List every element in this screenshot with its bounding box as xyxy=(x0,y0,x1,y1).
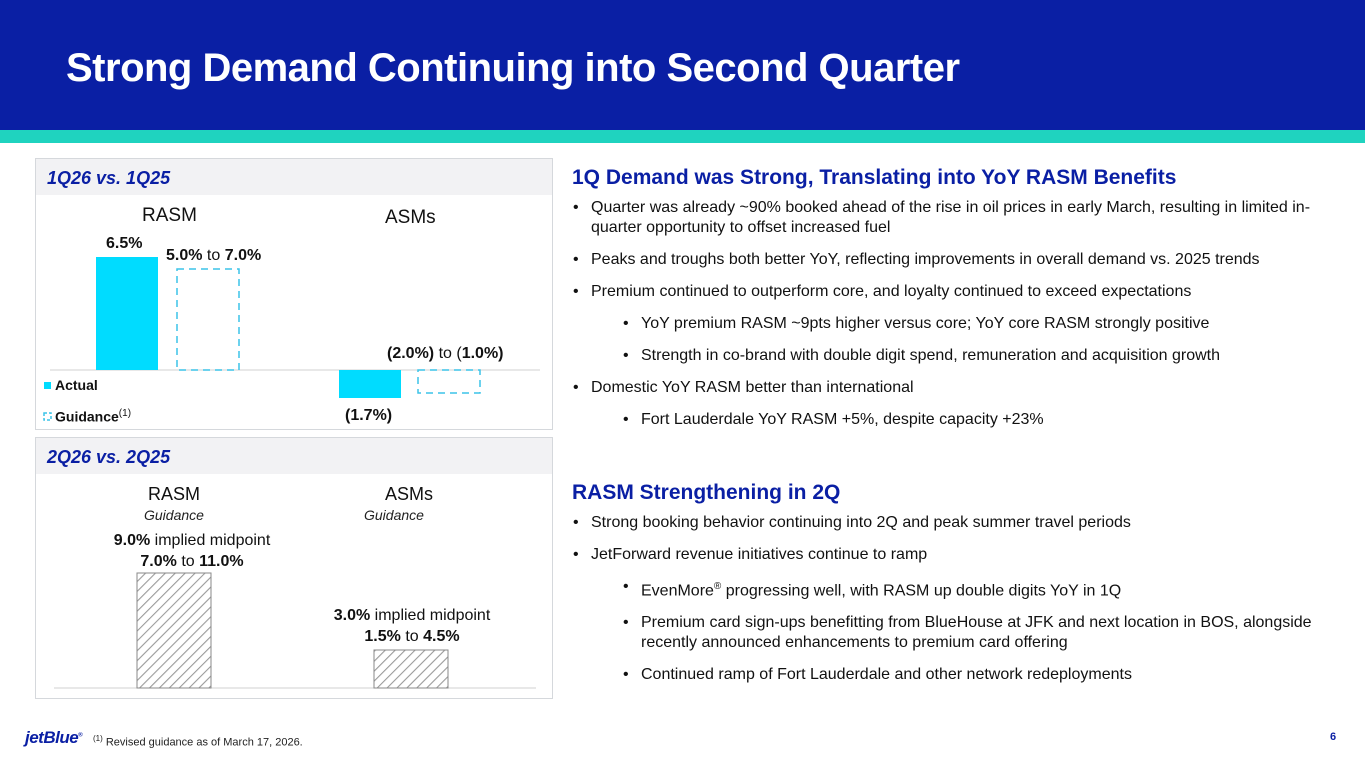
legend-guidance: Guidance(1) xyxy=(55,408,132,425)
asms-2q-label: 3.0% implied midpoint 1.5% to 4.5% xyxy=(333,607,491,645)
bar-asms-actual xyxy=(339,370,401,398)
col-label-asms: ASMs xyxy=(385,207,436,228)
asms-actual-label: (1.7%) xyxy=(345,407,393,424)
bar-asms-guidance-2q xyxy=(373,649,449,689)
legend-guidance-swatch xyxy=(43,412,52,421)
bar-rasm-guidance-2q xyxy=(136,572,212,689)
rasm-actual-label: 6.5% xyxy=(106,235,143,252)
page-number: 6 xyxy=(1330,731,1337,743)
bar-rasm-guidance xyxy=(176,268,240,371)
sub-bullet: YoY premium RASM ~9pts higher versus cor… xyxy=(622,314,1342,334)
jetblue-logo: jetBlue® xyxy=(25,728,83,747)
bullet: Domestic YoY RASM better than internatio… xyxy=(572,378,1342,398)
section2-heading: RASM Strengthening in 2Q xyxy=(572,481,841,504)
section2-bullets: Strong booking behavior continuing into … xyxy=(572,513,1342,697)
header-banner: Strong Demand Continuing into Second Qua… xyxy=(0,0,1365,130)
asms-guidance-label: (2.0%) to (1.0%) xyxy=(387,345,504,362)
panel-2q: 2Q26 vs. 2Q25 RASM Guidance ASMs Guidanc… xyxy=(35,437,553,699)
bar-rasm-actual xyxy=(96,257,158,370)
chart-1q xyxy=(43,257,540,421)
legend-actual-swatch xyxy=(44,382,51,389)
chart-2q xyxy=(54,572,536,689)
bullet: Strong booking behavior continuing into … xyxy=(572,513,1342,533)
col-label-rasm: RASM xyxy=(142,205,197,226)
sub-label-asms-2q: Guidance xyxy=(364,507,424,523)
sub-bullet-evenmore: EvenMore® progressing well, with RASM up… xyxy=(622,577,1342,601)
bullet: Premium continued to outperform core, an… xyxy=(572,282,1342,302)
header-accent-stripe xyxy=(0,130,1365,143)
rasm-guidance-label: 5.0% to 7.0% xyxy=(166,247,262,264)
panel-1q-heading: 1Q26 vs. 1Q25 xyxy=(36,159,552,195)
footnote: (1) Revised guidance as of March 17, 202… xyxy=(93,734,303,749)
legend-actual: Actual xyxy=(55,377,98,393)
panel-1q: 1Q26 vs. 1Q25 RASM ASMs 6.5% 5.0% to 7.0… xyxy=(35,158,553,430)
panel-2q-heading: 2Q26 vs. 2Q25 xyxy=(36,438,552,474)
sub-label-rasm-2q: Guidance xyxy=(144,507,204,523)
section1-heading: 1Q Demand was Strong, Translating into Y… xyxy=(572,166,1177,189)
col-label-rasm-2q: RASM xyxy=(148,484,201,504)
col-label-asms-2q: ASMs xyxy=(385,484,434,504)
bullet: Quarter was already ~90% booked ahead of… xyxy=(572,198,1342,238)
bar-asms-guidance xyxy=(417,369,481,394)
page-title: Strong Demand Continuing into Second Qua… xyxy=(66,46,960,90)
sub-bullet: Premium card sign-ups benefitting from B… xyxy=(622,613,1342,653)
sub-bullet: Strength in co-brand with double digit s… xyxy=(622,346,1342,366)
sub-bullet: Fort Lauderdale YoY RASM +5%, despite ca… xyxy=(622,410,1342,430)
section1-bullets: Quarter was already ~90% booked ahead of… xyxy=(572,198,1342,442)
rasm-2q-label: 9.0% implied midpoint 7.0% to 11.0% xyxy=(113,532,271,570)
bullet: Peaks and troughs both better YoY, refle… xyxy=(572,250,1342,270)
bullet: JetForward revenue initiatives continue … xyxy=(572,545,1342,565)
sub-bullet: Continued ramp of Fort Lauderdale and ot… xyxy=(622,665,1342,685)
